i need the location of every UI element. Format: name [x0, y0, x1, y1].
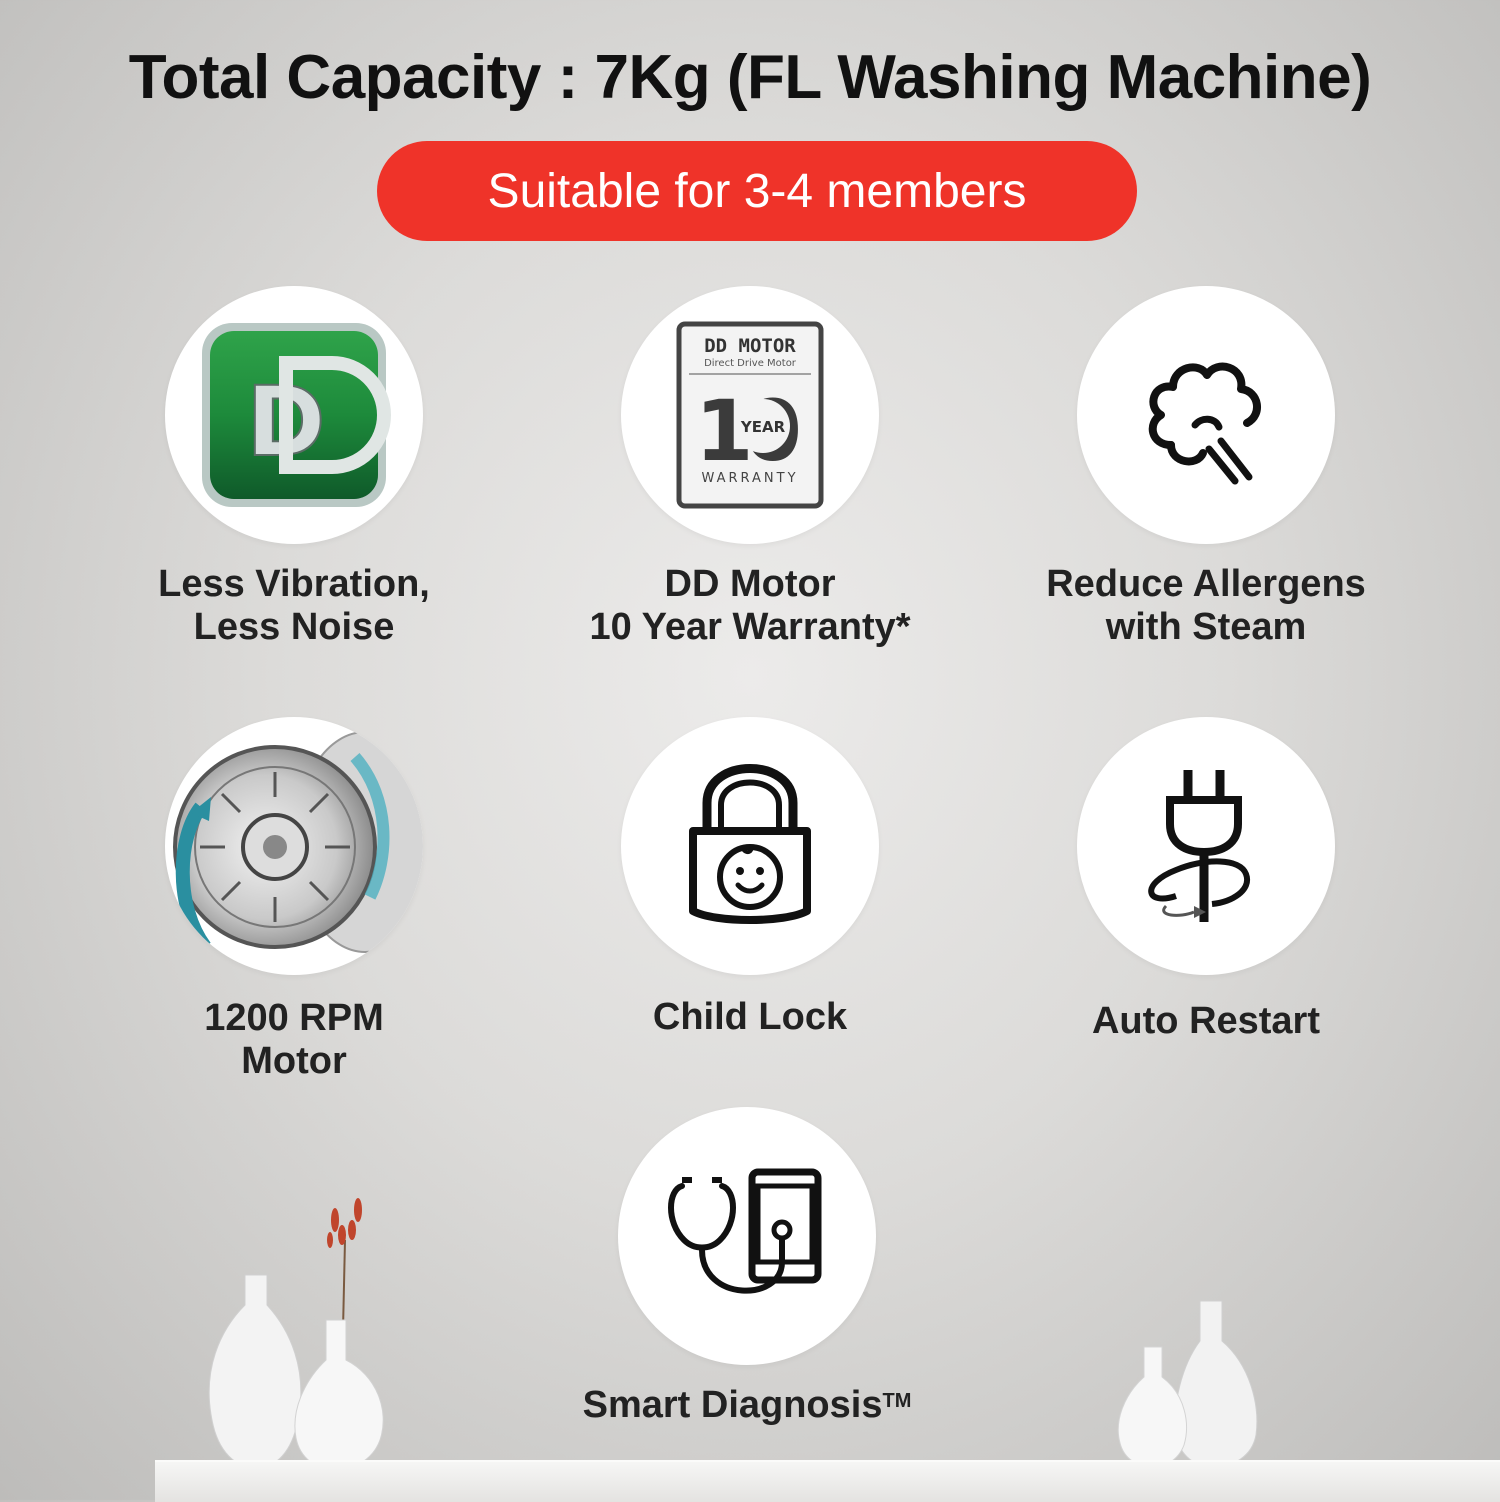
- feature-circle-vibration: D: [165, 286, 423, 544]
- label-line: Auto Restart: [1091, 1000, 1321, 1042]
- label-line: 1200 RPM: [204, 997, 384, 1039]
- shelf: [155, 1460, 1500, 1502]
- motor-drum-icon: [173, 731, 423, 953]
- feature-circle-motor: [165, 717, 423, 975]
- label-line: Child Lock: [652, 996, 848, 1038]
- child-lock-icon: [689, 764, 811, 924]
- feature-label-childlock: Child Lock: [520, 996, 980, 1039]
- trademark: TM: [882, 1390, 912, 1412]
- label-line: with Steam: [1105, 606, 1307, 648]
- left-vases-decoration: [208, 1198, 384, 1470]
- feature-label-motor: 1200 RPM Motor: [64, 997, 524, 1083]
- stethoscope-phone-icon: [668, 1168, 822, 1294]
- feature-label-autorestart: Auto Restart: [976, 1000, 1436, 1043]
- label-line: DD Motor: [664, 563, 836, 605]
- label-line: Less Noise: [193, 606, 395, 648]
- feature-label-warranty: DD Motor 10 Year Warranty*: [520, 563, 980, 649]
- feature-circle-steam: [1077, 286, 1335, 544]
- auto-restart-plug-icon: [1148, 770, 1251, 922]
- feature-circle-diagnosis: [618, 1107, 876, 1365]
- badge-bottom: WARRANTY: [701, 471, 798, 486]
- label-line: Reduce Allergens: [1046, 563, 1366, 605]
- label-line: Smart DiagnosisTM: [517, 1384, 977, 1427]
- feature-label-vibration: Less Vibration, Less Noise: [64, 563, 524, 649]
- warranty-badge-icon: DD MOTOR Direct Drive Motor 10 YEAR WARR…: [676, 321, 824, 509]
- feature-label-diagnosis: Smart DiagnosisTM: [517, 1384, 977, 1427]
- right-vases-decoration: [1117, 1300, 1258, 1468]
- badge-year: YEAR: [740, 418, 786, 436]
- label-line: Motor: [241, 1040, 347, 1082]
- feature-circle-autorestart: [1077, 717, 1335, 975]
- badge-sub: Direct Drive Motor: [704, 358, 797, 369]
- page-title: Total Capacity : 7Kg (FL Washing Machine…: [128, 43, 1372, 112]
- smart-diagnosis-text: Smart Diagnosis: [582, 1384, 883, 1426]
- steam-icon: [1148, 362, 1261, 485]
- badge-top: DD MOTOR: [704, 335, 796, 357]
- feature-circle-warranty: DD MOTOR Direct Drive Motor 10 YEAR WARR…: [621, 286, 879, 544]
- feature-label-steam: Reduce Allergens with Steam: [976, 563, 1436, 649]
- label-line: Less Vibration,: [158, 563, 430, 605]
- feature-circle-childlock: [621, 717, 879, 975]
- members-badge: Suitable for 3-4 members: [377, 141, 1137, 241]
- dd-logo-icon: D: [202, 323, 391, 507]
- label-line: 10 Year Warranty*: [589, 606, 911, 648]
